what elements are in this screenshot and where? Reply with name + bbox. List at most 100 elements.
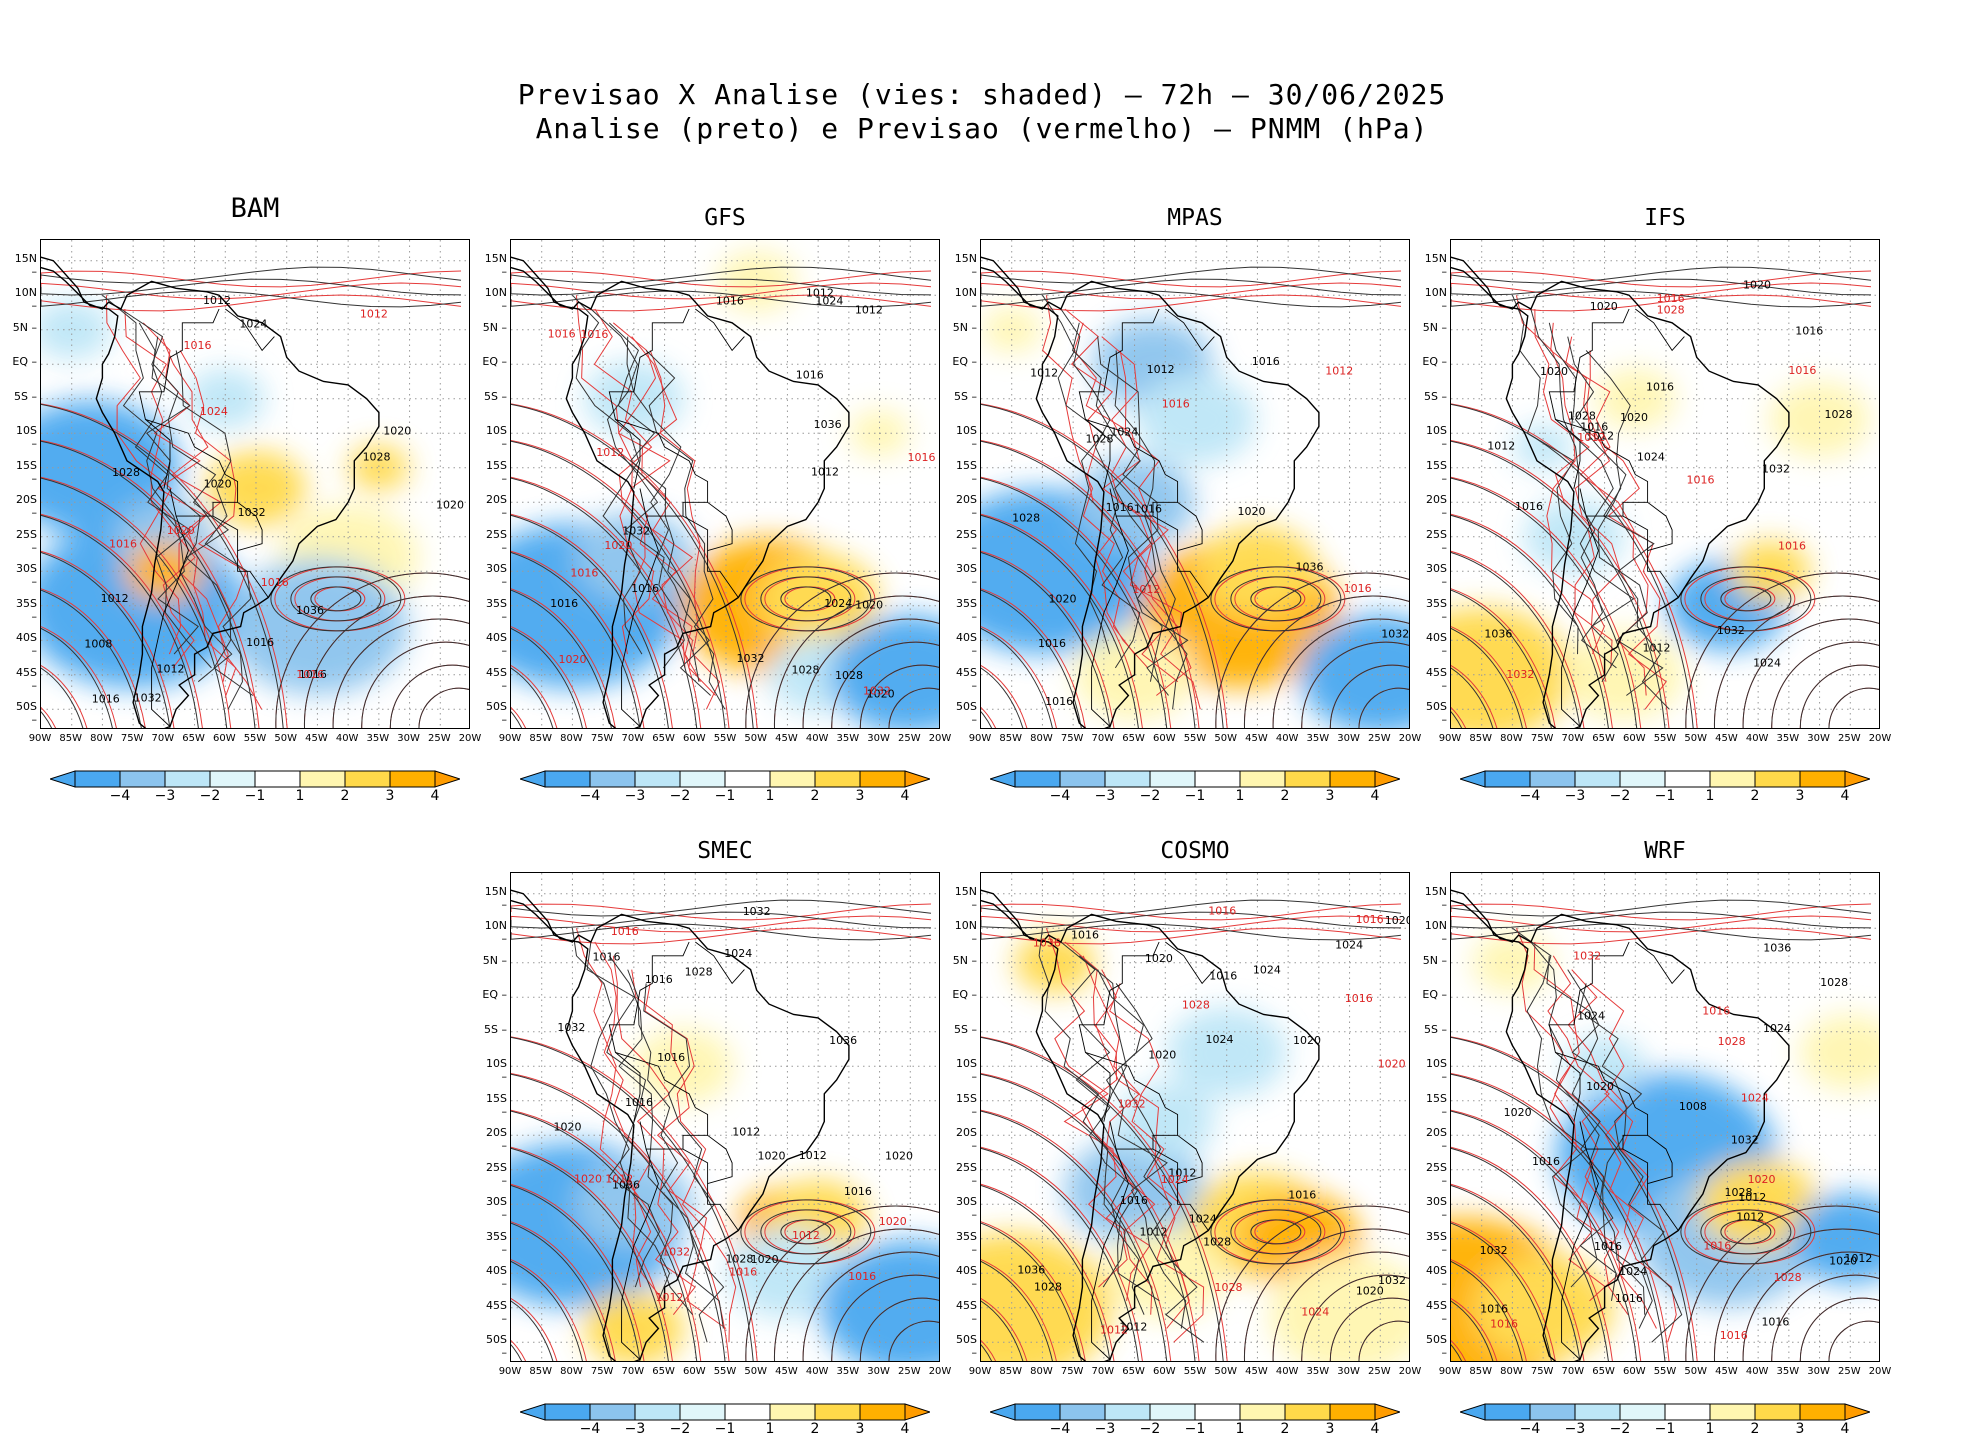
latitude-label: 15N –: [484, 884, 507, 911]
colorbar-segment: [1239, 1403, 1286, 1421]
longitude-label: 25W: [1367, 1366, 1391, 1377]
latitude-label: 10N –: [484, 286, 507, 313]
country-border: [1635, 941, 1685, 985]
isobar-label: 1028: [112, 466, 140, 479]
isobar-label: 1020: [167, 524, 195, 537]
isobar-label: 1032: [1573, 950, 1601, 963]
isobar-label: 1024: [1577, 1009, 1605, 1022]
colorbar-label: 4: [1370, 1421, 1380, 1437]
colorbar: −4 −3 −2 −1 1 2 3 4: [990, 770, 1400, 810]
isobar-label: 1012: [855, 303, 883, 316]
colorbar-segment: [254, 770, 301, 788]
latitude-label: 15N –: [1424, 251, 1447, 278]
isobar-label: 1008: [1679, 1100, 1707, 1113]
longitude-label: 40W: [805, 1366, 829, 1377]
country-border: [1091, 515, 1129, 727]
colorbar-label: −4: [1049, 1421, 1071, 1437]
colorbar-segment: [589, 770, 636, 788]
isobar-label: 1028: [685, 965, 713, 978]
latitude-label: 15S –: [16, 458, 37, 485]
longitude-label: 70W: [1091, 1366, 1115, 1377]
colorbar: −4 −3 −2 −1 1 2 3 4: [990, 1403, 1400, 1443]
isobar-label: 1032: [134, 691, 162, 704]
longitude-label: 65W: [182, 733, 205, 744]
colorbar-label: 4: [1840, 1421, 1850, 1437]
longitude-label: 85W: [999, 1366, 1023, 1377]
colorbar-label: −1: [244, 788, 266, 804]
isobar-label: 1012: [1577, 431, 1605, 444]
colorbar-label: −3: [624, 788, 646, 804]
longitude-label: 70W: [1091, 733, 1115, 744]
isobar-label: 1016: [1345, 992, 1373, 1005]
isobar-label: 1020: [757, 1150, 785, 1163]
colorbar-label: 3: [385, 788, 395, 804]
map-area: 1016 1012 1012 1016 1020 1016 1028 1036 1024 1032…: [980, 239, 1410, 729]
isobar-label: 1032: [1717, 624, 1745, 637]
isobar-label: 1016: [611, 925, 639, 938]
latitude-label: 30S –: [1426, 562, 1447, 589]
latitude-label: 15S –: [486, 1091, 507, 1118]
colorbar-segment: [1460, 1403, 1486, 1421]
country-border: [212, 515, 239, 551]
latitude-label: 35S –: [956, 1229, 977, 1256]
colorbar-segment: [679, 1403, 726, 1421]
country-border: [225, 308, 275, 352]
latitude-label: 10N –: [954, 286, 977, 313]
latitude-label: EQ –: [1422, 988, 1447, 1002]
longitude-label: 30W: [1807, 733, 1830, 744]
panel-gfs: GFS 1016 1012 1012 1012 1020 1016 1024 1016 1032 1…: [482, 205, 951, 744]
colorbar-label: 1: [1705, 788, 1715, 804]
latitude-label: 5S –: [14, 389, 37, 403]
isobar-label: 1016: [92, 692, 120, 705]
colorbar-label: 4: [430, 788, 440, 804]
isobar-label: 1016: [1480, 1302, 1508, 1315]
longitude-label: 90W: [968, 1366, 992, 1377]
panel-smec: SMEC 1016 1012 1012 1016 1016 1016 1020 1020 1036…: [482, 838, 951, 1377]
isobar-label: 1024: [1253, 964, 1281, 977]
isobar-label: 1036: [612, 1179, 640, 1192]
isobar-label: 1028: [1182, 999, 1210, 1012]
longitude-label: 60W: [212, 733, 236, 744]
longitude-label: 30W: [397, 733, 420, 744]
longitude-label: 35W: [1306, 733, 1330, 744]
colorbar-segment: [1844, 1403, 1870, 1421]
latitude-label: 20S –: [956, 493, 977, 520]
colorbar-segment: [1709, 770, 1756, 788]
colorbar-segment: [1574, 1403, 1621, 1421]
isobar-label: 1016: [1720, 1329, 1748, 1342]
colorbar-segment: [904, 770, 930, 788]
isobar-label: 1020: [751, 1253, 779, 1266]
map-canvas: 1012 1016 1008 1012 1016 1020 1032 1036 1028 1016…: [41, 240, 469, 728]
longitude-label: 30W: [867, 733, 890, 744]
colorbar-label: 2: [810, 1421, 820, 1437]
colorbar-segment: [1664, 1403, 1711, 1421]
isobar-label: 1016: [592, 950, 620, 963]
colorbar-label: 1: [765, 1421, 775, 1437]
colorbar-segment: [1329, 1403, 1376, 1421]
isobar-label: 1020: [1748, 1173, 1776, 1186]
isobar-label: 1020: [436, 499, 464, 512]
latitude-label: 10S –: [486, 424, 507, 451]
colorbar-segment: [904, 1403, 930, 1421]
country-border: [615, 418, 709, 517]
latitude-label: 25S –: [16, 527, 37, 554]
bias-area: [1300, 614, 1409, 728]
longitude-label: 65W: [1122, 733, 1145, 744]
latitude-label: 35S –: [16, 596, 37, 623]
colorbar: −4 −3 −2 −1 1 2 3 4: [50, 770, 460, 810]
latitude-label: 5S –: [954, 1022, 977, 1036]
isobar-label: 1012: [1100, 1324, 1128, 1337]
panel-title: WRF: [1644, 838, 1686, 864]
colorbar-label: 1: [765, 788, 775, 804]
longitude-label: 80W: [1500, 733, 1523, 744]
isobar-label: 1016: [1532, 1155, 1560, 1168]
isobar-label: 1016: [625, 1096, 653, 1109]
isobar-label: 1020: [1356, 1285, 1384, 1298]
latitude-label: 5N –: [1422, 953, 1447, 967]
isobar-label: 1016: [1515, 500, 1543, 513]
colorbar-segment: [544, 770, 591, 788]
isobar-label: 1020: [1293, 1034, 1321, 1047]
colorbar-segment: [520, 1403, 546, 1421]
longitude-label: 65W: [652, 733, 675, 744]
colorbar-segment: [1754, 770, 1801, 788]
